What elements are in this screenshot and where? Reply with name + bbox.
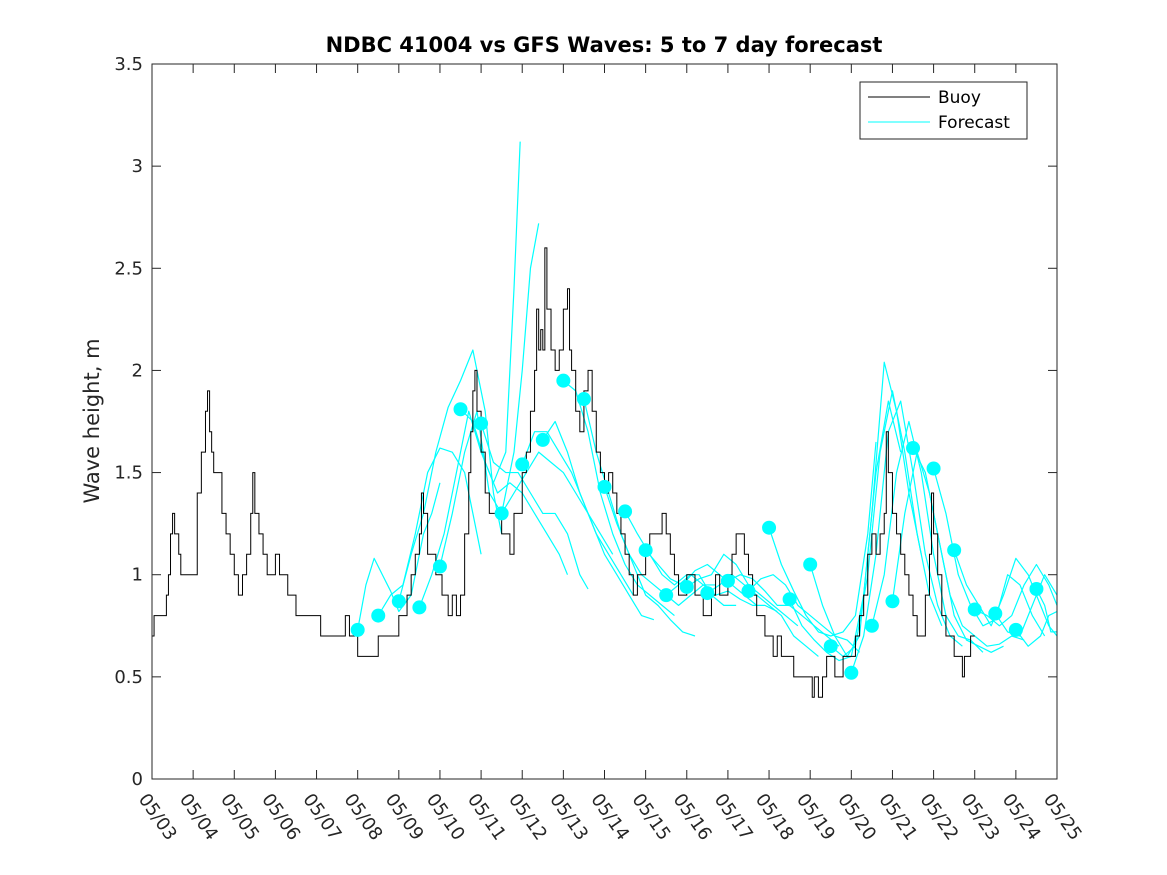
forecast-marker-9 [535,432,550,447]
forecast-line-31 [994,574,1057,637]
forecast-line-16 [686,553,799,627]
forecast-marker-6 [474,416,489,431]
forecast-line-15 [665,574,778,613]
forecast-marker-22 [803,557,818,572]
plot-area [152,64,1057,779]
forecast-line-6 [480,423,589,590]
forecast-line-9 [542,420,655,621]
forecast-marker-25 [864,618,879,633]
forecast-line-21 [789,400,902,662]
forecast-marker-13 [618,504,633,519]
chart-title: NDBC 41004 vs GFS Waves: 5 to 7 day fore… [326,33,883,57]
buoy-line [152,247,975,698]
forecast-marker-1 [371,608,386,623]
forecast-line-20 [768,441,877,637]
forecast-line-3 [418,141,521,608]
forecast-marker-4 [432,559,447,574]
forecast-marker-30 [967,602,982,617]
forecast-marker-32 [1008,622,1023,637]
forecast-marker-14 [638,543,653,558]
forecast-line-24 [850,400,963,673]
forecast-line-29 [953,549,1057,637]
forecast-marker-2 [391,594,406,609]
y-tick-label-2: 1 [132,565,143,586]
forecast-marker-8 [515,457,530,472]
forecast-marker-5 [453,402,468,417]
forecast-marker-20 [762,520,777,535]
forecast-marker-16 [679,579,694,594]
forecast-marker-17 [700,586,715,601]
legend: Buoy Forecast [859,81,1028,140]
forecast-line-10 [562,380,675,617]
forecast-marker-19 [741,584,756,599]
forecast-marker-0 [350,622,365,637]
forecast-marker-28 [926,461,941,476]
forecast-line-32 [1015,610,1057,647]
forecast-marker-15 [659,588,674,603]
y-axis-label: Wave height, m [80,338,104,503]
forecast-marker-18 [720,573,735,588]
forecast-line-23 [830,390,943,658]
forecast-line-30 [974,563,1057,627]
forecast-line-33 [1035,588,1057,633]
forecast-line-14 [645,549,758,606]
legend-box [859,81,1028,140]
y-tick-label-4: 2 [132,360,143,381]
legend-forecast-label: Forecast [938,113,1010,133]
forecast-marker-21 [782,592,797,607]
forecast-marker-11 [576,392,591,407]
y-tick-label-3: 1.5 [114,463,143,484]
forecast-marker-27 [906,441,921,456]
legend-buoy-label: Buoy [938,88,981,108]
forecast-marker-3 [412,600,427,615]
forecast-line-2 [398,349,503,602]
forecast-line-22 [809,361,922,658]
forecast-marker-24 [844,665,859,680]
y-tick-label-6: 3 [132,156,143,177]
forecast-line-7 [501,451,614,555]
forecast-marker-7 [494,506,509,521]
forecast-marker-26 [885,594,900,609]
forecast-marker-33 [1029,582,1044,597]
forecast-line-12 [603,486,716,606]
forecast-line-4 [439,223,540,567]
data-layer [152,141,1057,698]
forecast-line-25 [871,420,984,653]
forecast-marker-23 [823,639,838,654]
forecast-marker-29 [947,543,962,558]
forecast-marker-10 [556,373,571,388]
y-tick-label-5: 2.5 [114,258,143,279]
y-tick-label-0: 0 [132,769,143,790]
forecast-line-18 [727,574,840,647]
forecast-line-5 [460,408,569,575]
forecast-marker-12 [597,479,612,494]
y-tick-label-1: 0.5 [114,667,143,688]
forecast-marker-31 [988,606,1003,621]
y-tick-label-7: 3.5 [114,54,143,75]
